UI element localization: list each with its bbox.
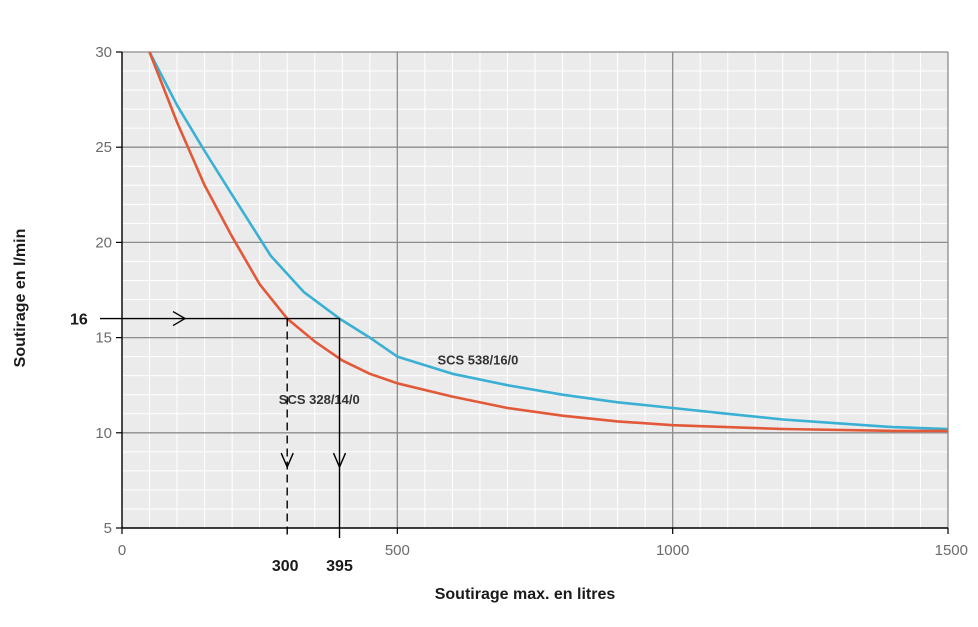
x-axis-title: Soutirage max. en litres: [435, 586, 616, 603]
x-marker-arrow-300: [280, 452, 294, 469]
x-tick-label: 1000: [656, 542, 689, 559]
series-label-scs-538: SCS 538/16/0: [437, 352, 518, 367]
y-tick-label: 20: [95, 234, 112, 251]
series-line-scs-328: [148, 51, 948, 433]
y-tick-label: 30: [95, 44, 112, 61]
y-axis-title: Soutirage en l/min: [12, 229, 29, 368]
x-marker-label-300: 300: [272, 558, 299, 575]
series-line-scs-538: [148, 51, 949, 431]
x-tick-label: 0: [118, 542, 126, 559]
x-tick-label: 500: [385, 542, 410, 559]
x-tick-label: 1500: [935, 542, 968, 559]
x-marker-label-395: 395: [326, 558, 353, 575]
y-tick-label: 25: [95, 139, 112, 156]
y-tick-label: 15: [95, 330, 112, 347]
y-marker-label: 16: [70, 312, 88, 329]
x-marker-arrow-395: [332, 452, 347, 469]
series-label-scs-328: SCS 328/14/0: [279, 392, 360, 407]
y-marker-arrow: [172, 310, 187, 327]
y-tick-label: 5: [104, 520, 112, 537]
y-tick-label: 10: [95, 425, 112, 442]
